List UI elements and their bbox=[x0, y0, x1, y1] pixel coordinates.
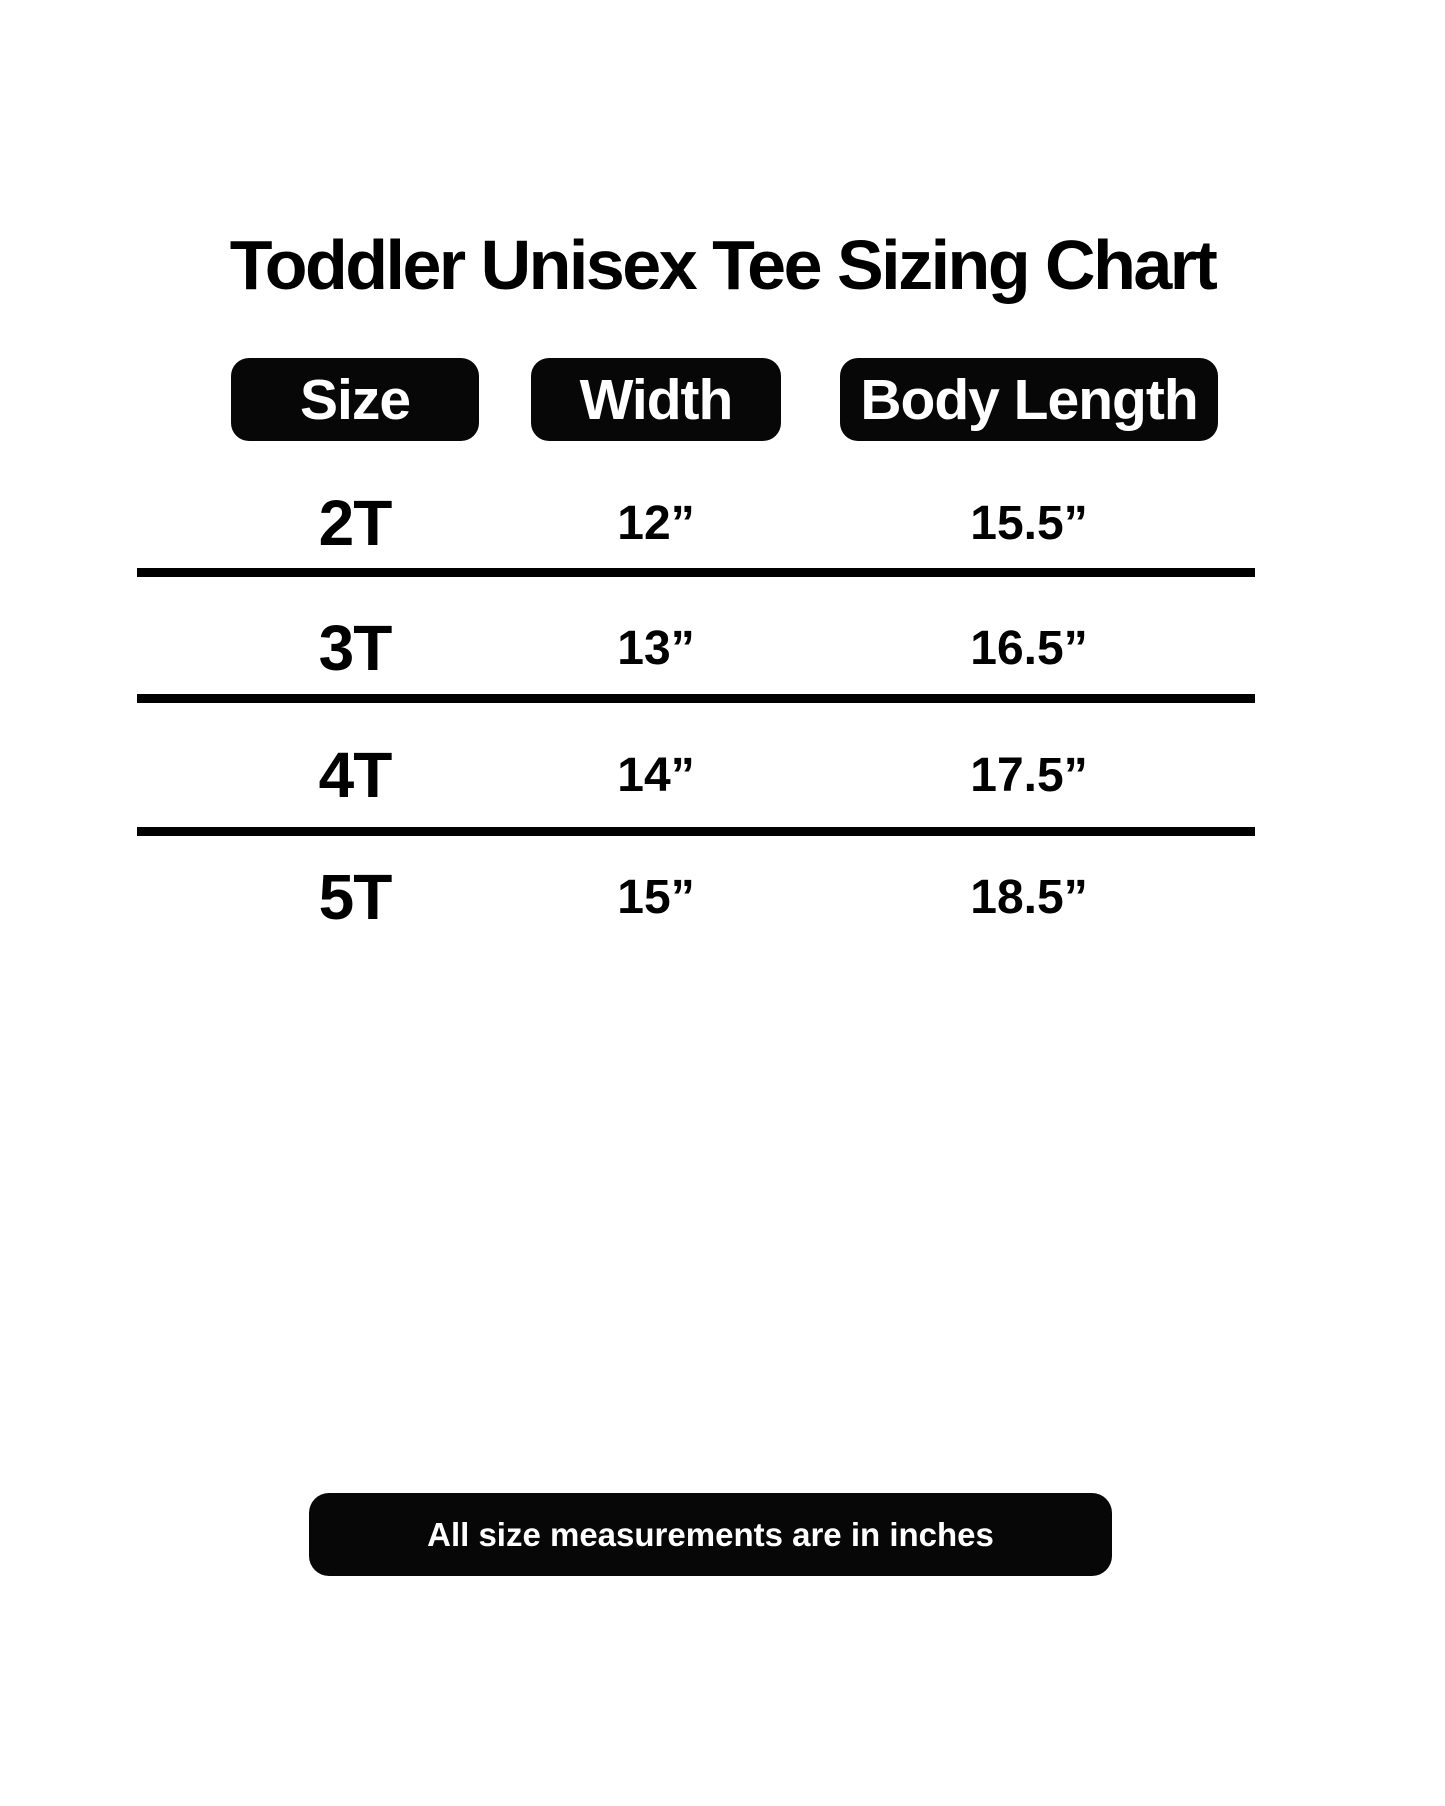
column-header-width: Width bbox=[531, 358, 781, 441]
body-length-cell: 15.5” bbox=[970, 496, 1088, 550]
footer-note: All size measurements are in inches bbox=[427, 1515, 994, 1553]
column-header-body-length: Body Length bbox=[840, 358, 1218, 441]
size-cell: 4T bbox=[318, 739, 393, 811]
column-header-body-length-label: Body Length bbox=[860, 367, 1198, 432]
page-title: Toddler Unisex Tee Sizing Chart bbox=[229, 226, 1218, 304]
width-cell: 15” bbox=[617, 870, 695, 924]
column-header-size: Size bbox=[231, 358, 479, 441]
table-row: 5T 15” 18.5” bbox=[0, 861, 1445, 933]
column-header-width-label: Width bbox=[579, 367, 734, 432]
body-length-cell: 17.5” bbox=[970, 748, 1088, 802]
row-divider bbox=[137, 694, 1255, 703]
body-length-cell: 18.5” bbox=[970, 870, 1088, 924]
column-header-size-label: Size bbox=[299, 367, 411, 432]
width-cell: 14” bbox=[617, 748, 695, 802]
table-row: 2T 12” 15.5” bbox=[0, 487, 1445, 559]
body-length-cell: 16.5” bbox=[970, 621, 1088, 675]
size-cell: 3T bbox=[318, 612, 393, 684]
table-row: 4T 14” 17.5” bbox=[0, 739, 1445, 811]
width-cell: 13” bbox=[617, 621, 695, 675]
row-divider bbox=[137, 568, 1255, 577]
table-row: 3T 13” 16.5” bbox=[0, 612, 1445, 684]
footer-note-badge: All size measurements are in inches bbox=[309, 1493, 1112, 1576]
width-cell: 12” bbox=[617, 496, 695, 550]
row-divider bbox=[137, 827, 1255, 836]
size-cell: 5T bbox=[318, 861, 393, 933]
size-cell: 2T bbox=[318, 487, 393, 559]
